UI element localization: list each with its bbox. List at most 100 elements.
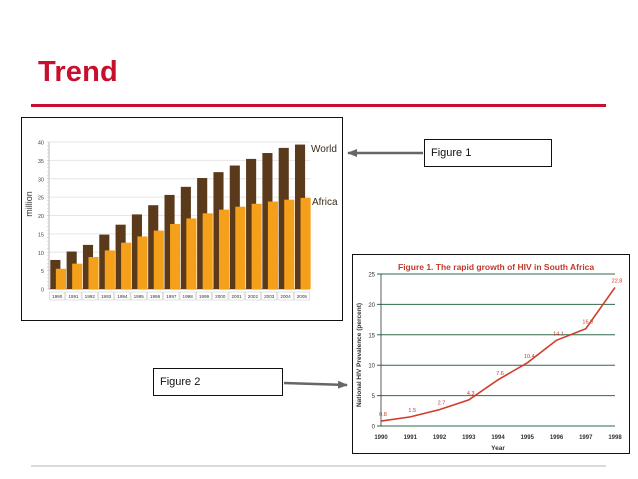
x-tick-label: 1994	[117, 294, 128, 299]
africa-bar	[235, 206, 246, 289]
y-tick-label: 5	[372, 394, 376, 400]
africa-bar	[202, 213, 213, 289]
footer-divider	[31, 465, 606, 467]
x-tick-box	[147, 291, 163, 301]
africa-bar	[137, 236, 148, 289]
africa-bar	[72, 263, 83, 289]
y-tick-label: 20	[38, 214, 44, 220]
data-label: 10.4	[524, 354, 535, 360]
y-tick-label: 10	[368, 364, 375, 370]
data-label: 0.8	[379, 412, 387, 418]
world-bar	[148, 205, 159, 289]
legend-world: World	[311, 144, 337, 155]
africa-bar	[300, 197, 311, 289]
x-tick-label: 2004	[280, 294, 291, 299]
x-tick-label: 2001	[231, 294, 242, 299]
y-tick-label: 0	[41, 288, 44, 294]
world-bar	[278, 147, 289, 289]
x-tick-label: 1993	[462, 435, 476, 441]
y-axis-label: National HIV Prevalence (percent)	[356, 303, 363, 407]
figure1-chart: 0 5 10 15 20 25 30 35 40 1990 1991 1992 1993 1994 1995…	[21, 117, 343, 321]
y-tick-label: 25	[38, 196, 44, 202]
x-tick-label: 1993	[101, 294, 112, 299]
world-bar	[82, 244, 94, 289]
x-tick-label: 1991	[68, 294, 79, 299]
x-tick-label: 1996	[550, 435, 564, 441]
world-bar	[164, 194, 175, 289]
x-tick-label: 1991	[404, 435, 418, 441]
x-tick-box	[114, 291, 131, 301]
africa-bar	[284, 199, 295, 289]
x-tick-label: 2005	[297, 294, 308, 299]
x-tick-label: 1990	[374, 435, 388, 441]
africa-bar	[153, 230, 164, 289]
data-label: 2.7	[438, 401, 446, 407]
africa-bar	[55, 268, 66, 289]
x-tick-label: 1997	[579, 435, 593, 441]
africa-bar	[104, 250, 115, 289]
x-tick-label: 1995	[134, 294, 145, 299]
y-tick-label: 10	[38, 251, 44, 257]
x-tick-box	[277, 291, 294, 301]
africa-bar	[267, 201, 279, 289]
africa-bar	[218, 209, 230, 289]
world-bar	[180, 186, 191, 289]
x-tick-label: 1997	[166, 294, 177, 299]
y-tick-label: 25	[368, 273, 375, 279]
x-tick-box	[81, 291, 98, 301]
x-tick-label: 1998	[608, 435, 622, 441]
x-tick-box	[163, 291, 180, 301]
world-bar	[66, 251, 77, 289]
world-bar	[131, 214, 142, 289]
x-tick-label: 1995	[521, 435, 535, 441]
y-tick-label: 40	[38, 141, 44, 147]
africa-bar	[170, 223, 181, 289]
world-bar	[50, 259, 61, 289]
figure2-chart: Figure 1. The rapid growth of HIV in Sou…	[352, 254, 630, 454]
data-label: 1.5	[408, 408, 416, 414]
x-tick-box	[293, 291, 310, 301]
x-tick-label: 2000	[215, 294, 226, 299]
africa-bar	[121, 242, 132, 289]
world-bar	[246, 158, 257, 289]
x-tick-box	[130, 291, 147, 301]
x-tick-box	[179, 291, 196, 301]
y-tick-label: 15	[368, 333, 375, 339]
x-tick-box	[244, 291, 261, 301]
x-tick-label: 1992	[433, 435, 447, 441]
x-tick-box	[212, 291, 229, 301]
title-divider	[31, 104, 606, 107]
data-label: 16.0	[582, 320, 593, 326]
data-label: 22.8	[612, 278, 623, 284]
y-tick-label: 20	[368, 303, 375, 309]
slide-title: Trend	[38, 56, 118, 88]
world-bar	[294, 144, 306, 289]
x-axis-label: Year	[491, 445, 505, 452]
y-axis-label: million	[24, 191, 34, 217]
x-tick-box	[98, 291, 115, 301]
x-tick-label: 1999	[199, 294, 210, 299]
x-tick-label: 1996	[150, 294, 161, 299]
data-label: 4.3	[467, 391, 475, 397]
world-bar	[197, 178, 208, 289]
world-bar	[262, 153, 273, 289]
world-bar	[229, 165, 240, 289]
y-tick-label: 5	[41, 269, 44, 275]
x-tick-box	[49, 291, 66, 301]
figure1-svg: 0 5 10 15 20 25 30 35 40 1990 1991 1992 1993 1994 1995…	[24, 141, 338, 301]
x-tick-label: 1994	[491, 435, 505, 441]
x-tick-label: 2003	[264, 294, 275, 299]
world-bar	[115, 224, 126, 289]
x-tick-box	[65, 291, 82, 301]
hiv-prevalence-line	[380, 286, 616, 422]
y-tick-label: 0	[372, 425, 376, 431]
figure2-svg: Figure 1. The rapid growth of HIV in Sou…	[356, 262, 623, 452]
x-tick-label: 2002	[248, 294, 259, 299]
world-bar	[213, 172, 224, 289]
data-label: 14.1	[553, 331, 564, 337]
legend-africa: Africa	[312, 197, 338, 208]
africa-bar	[186, 218, 197, 289]
africa-bar	[251, 203, 262, 289]
x-tick-box	[196, 291, 212, 301]
